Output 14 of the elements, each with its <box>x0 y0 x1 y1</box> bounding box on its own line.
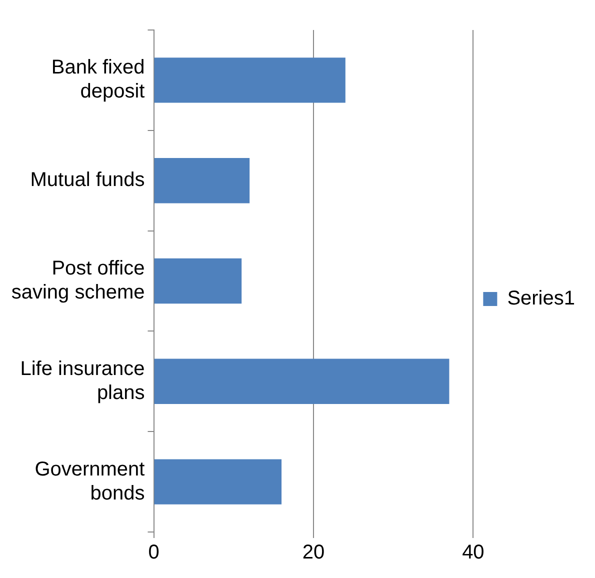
x-tick-label: 20 <box>302 542 325 564</box>
y-tick-label: Government bonds <box>34 458 146 504</box>
x-tick-label: 40 <box>462 542 484 564</box>
legend-label: Series1 <box>507 288 575 310</box>
bar <box>154 459 282 504</box>
y-tick-label: Post office saving scheme <box>11 258 145 304</box>
bar <box>154 158 250 204</box>
x-tick-label: 0 <box>148 542 160 564</box>
bar <box>154 258 242 304</box>
y-tick-label: Bank fixed deposit <box>51 56 146 103</box>
y-tick-label: Mutual funds <box>30 169 145 192</box>
bar <box>154 358 450 404</box>
y-tick-label: Life insurance plans <box>20 358 145 404</box>
bar <box>154 58 346 103</box>
